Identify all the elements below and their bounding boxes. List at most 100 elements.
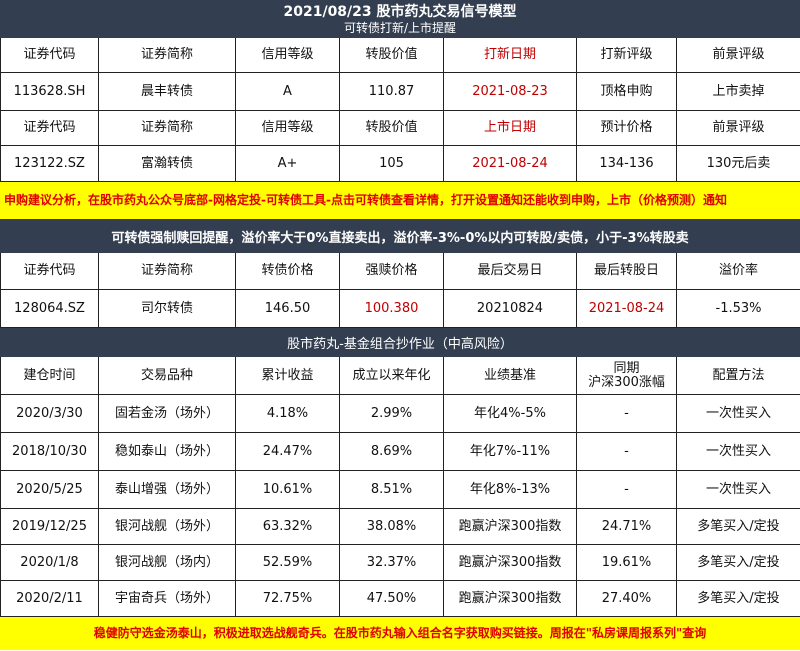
- header-cell: 信用等级: [236, 38, 340, 73]
- table-cell: 2020/3/30: [1, 395, 99, 433]
- table-cell: -: [577, 471, 677, 509]
- redemption-title: 可转债强制赎回提醒，溢价率大于0%直接卖出，溢价率-3%-0%以内可转股/卖债，…: [0, 219, 800, 253]
- table-cell: 2.99%: [340, 395, 444, 433]
- table-cell: -1.53%: [677, 290, 800, 328]
- table-cell: 晨丰转债: [99, 73, 236, 111]
- header-cell: 预计价格: [577, 111, 677, 146]
- table-cell: 上市卖掉: [677, 73, 800, 111]
- table-cell: 一次性买入: [677, 471, 800, 509]
- table-cell: A+: [236, 146, 340, 182]
- header-cell: 转股价值: [340, 38, 444, 73]
- header-cell: 信用等级: [236, 111, 340, 146]
- title-bar: 2021/08/23 股市药丸交易信号模型 可转债打新/上市提醒: [0, 0, 800, 38]
- header-line: 同期: [613, 360, 640, 376]
- portfolio-title: 股市药丸-基金组合抄作业（中高风险）: [0, 328, 800, 357]
- header-cell: 最后转股日: [577, 253, 677, 290]
- table-cell: 2018/10/30: [1, 433, 99, 471]
- table-cell: 银河战舰（场内）: [99, 545, 236, 581]
- header-cell: 证券代码: [1, 253, 99, 290]
- table-cell: 38.08%: [340, 509, 444, 545]
- header-cell: 交易品种: [99, 357, 236, 395]
- header-cell-listing-date: 上市日期: [444, 111, 577, 146]
- table-cell: 47.50%: [340, 581, 444, 617]
- table-cell: 2019/12/25: [1, 509, 99, 545]
- header-cell: 建仓时间: [1, 357, 99, 395]
- header-cell: 成立以来年化: [340, 357, 444, 395]
- header-cell: 最后交易日: [444, 253, 577, 290]
- header-cell: 证券简称: [99, 38, 236, 73]
- table-cell: 多笔买入/定投: [677, 581, 800, 617]
- table-cell: 24.71%: [577, 509, 677, 545]
- table-cell: 固若金汤（场外）: [99, 395, 236, 433]
- table-cell: 司尔转债: [99, 290, 236, 328]
- header-cell: 证券代码: [1, 111, 99, 146]
- table-cell: 多笔买入/定投: [677, 509, 800, 545]
- header-cell: 证券代码: [1, 38, 99, 73]
- table-cell: 顶格申购: [577, 73, 677, 111]
- table-cell: 20210824: [444, 290, 577, 328]
- table-cell: 4.18%: [236, 395, 340, 433]
- table-cell: 105: [340, 146, 444, 182]
- table-cell-date: 2021-08-24: [444, 146, 577, 182]
- header-cell: 转股价值: [340, 111, 444, 146]
- table-cell: 8.69%: [340, 433, 444, 471]
- table-cell: -: [577, 433, 677, 471]
- table-cell: 稳如泰山（场外）: [99, 433, 236, 471]
- table-cell: 年化4%-5%: [444, 395, 577, 433]
- header-cell: 累计收益: [236, 357, 340, 395]
- table-cell: 19.61%: [577, 545, 677, 581]
- table-cell: 113628.SH: [1, 73, 99, 111]
- table-cell: 跑赢沪深300指数: [444, 509, 577, 545]
- table-cell: 128064.SZ: [1, 290, 99, 328]
- table-cell: -: [577, 395, 677, 433]
- table-cell-date: 2021-08-23: [444, 73, 577, 111]
- table-cell: 年化8%-13%: [444, 471, 577, 509]
- footer-notice: 稳健防守选金汤泰山，积极进取选战舰奇兵。在股市药丸输入组合名字获取购买链接。周报…: [0, 617, 800, 650]
- header-cell: 证券简称: [99, 253, 236, 290]
- table-cell: 一次性买入: [677, 433, 800, 471]
- page-subtitle: 可转债打新/上市提醒: [343, 20, 457, 35]
- table-cell: 泰山增强（场外）: [99, 471, 236, 509]
- table-cell: 110.87: [340, 73, 444, 111]
- table-cell: 134-136: [577, 146, 677, 182]
- table-cell: 2020/1/8: [1, 545, 99, 581]
- header-cell-hs300: 同期 沪深300涨幅: [577, 357, 677, 395]
- table-cell: 富瀚转债: [99, 146, 236, 182]
- table-cell: 123122.SZ: [1, 146, 99, 182]
- table-cell-last-convert-date: 2021-08-24: [577, 290, 677, 328]
- table-cell: 银河战舰（场外）: [99, 509, 236, 545]
- table-cell: 32.37%: [340, 545, 444, 581]
- table-cell: 72.75%: [236, 581, 340, 617]
- table-cell: 52.59%: [236, 545, 340, 581]
- header-cell: 强赎价格: [340, 253, 444, 290]
- table-cell: A: [236, 73, 340, 111]
- table-cell: 130元后卖: [677, 146, 800, 182]
- notice-subscribe: 申购建议分析，在股市药丸公众号底部-网格定投-可转债工具-点击可转债查看详情，打…: [0, 182, 800, 219]
- table-cell: 宇宙奇兵（场外）: [99, 581, 236, 617]
- cb-new-table: 证券代码 证券简称 信用等级 转股价值 打新日期 打新评级 前景评级 11362…: [0, 38, 800, 182]
- table-cell-redeem-price: 100.380: [340, 290, 444, 328]
- header-line: 沪深300涨幅: [588, 374, 665, 390]
- header-cell-subscribe-date: 打新日期: [444, 38, 577, 73]
- header-cell: 配置方法: [677, 357, 800, 395]
- table-cell: 跑赢沪深300指数: [444, 545, 577, 581]
- table-cell: 多笔买入/定投: [677, 545, 800, 581]
- table-cell: 27.40%: [577, 581, 677, 617]
- header-cell: 溢价率: [677, 253, 800, 290]
- header-cell: 转债价格: [236, 253, 340, 290]
- table-cell: 8.51%: [340, 471, 444, 509]
- header-cell: 业绩基准: [444, 357, 577, 395]
- table-cell: 一次性买入: [677, 395, 800, 433]
- table-cell: 24.47%: [236, 433, 340, 471]
- table-cell: 2020/5/25: [1, 471, 99, 509]
- table-cell: 跑赢沪深300指数: [444, 581, 577, 617]
- page-title: 2021/08/23 股市药丸交易信号模型: [283, 3, 517, 20]
- table-cell: 2020/2/11: [1, 581, 99, 617]
- table-cell: 63.32%: [236, 509, 340, 545]
- table-cell: 年化7%-11%: [444, 433, 577, 471]
- table-cell: 10.61%: [236, 471, 340, 509]
- header-cell: 前景评级: [677, 38, 800, 73]
- header-cell: 证券简称: [99, 111, 236, 146]
- header-cell: 前景评级: [677, 111, 800, 146]
